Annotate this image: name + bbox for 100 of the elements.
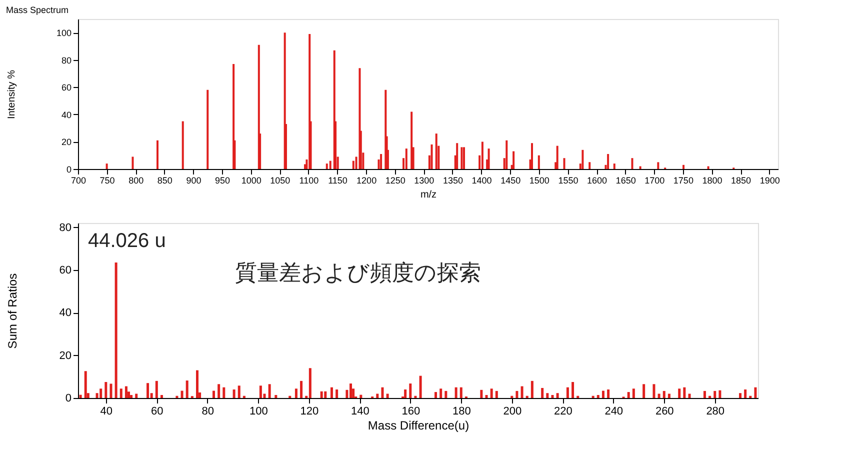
bar [754,387,757,398]
bar [410,112,413,169]
y-tick-label: 80 [61,55,72,66]
x-tick-label: 1200 [356,176,377,186]
x-tick-label: 950 [215,176,230,186]
bar [84,371,87,398]
bar [419,376,422,398]
bar [572,382,574,398]
bar [350,383,352,398]
x-tick-label: 220 [554,406,572,418]
bar [454,387,458,398]
bar [602,390,604,398]
y-tick-label: 0 [65,392,72,404]
bar [588,162,591,169]
bar [320,391,323,398]
x-tick-label: 1700 [644,176,665,186]
x-axis-title: Mass Difference(u) [368,418,470,432]
bar [308,368,312,398]
x-tick-label: 100 [249,406,268,418]
x-tick-label: 1350 [442,176,463,186]
bar [658,394,660,398]
bar [551,395,554,398]
x-tick-label: 1400 [472,176,492,186]
x-tick-label: 1650 [616,176,636,186]
x-tick-label: 1450 [500,176,521,186]
bar [607,154,610,169]
bar [130,395,133,398]
x-tick-label: 800 [128,176,144,186]
bar [358,68,361,169]
bar [652,384,656,398]
bar [714,390,716,398]
bar [541,388,544,398]
bar [404,389,407,398]
bar [206,90,209,169]
bar [232,389,236,398]
x-tick-label: 280 [706,406,725,418]
y-tick-label: 60 [61,82,72,93]
bar [480,390,483,398]
bar [326,164,328,169]
bar [627,392,630,398]
x-tick-label: 900 [186,176,202,186]
x-tick-label: 1250 [385,176,406,186]
y-tick-label: 40 [61,110,72,120]
bar [744,389,747,398]
bar [460,147,463,169]
bar [463,147,466,169]
bar [435,134,438,169]
bar [360,394,362,398]
bar [607,389,610,398]
x-tick-label: 750 [100,176,115,186]
x-axis-title: m/z [420,190,437,200]
bar [642,384,646,398]
bar [460,387,462,398]
bar [384,90,387,169]
bar [212,390,215,398]
bar [268,384,271,398]
y-axis-title: Sum of Ratios [5,273,20,349]
x-tick-label: 200 [503,406,522,418]
bar [222,387,226,398]
x-tick-label: 180 [452,406,471,418]
bar [294,388,298,398]
y-tick-label: 20 [61,137,72,148]
x-tick-label: 1300 [414,176,434,186]
y-tick-label: 100 [56,28,72,38]
x-tick-label: 240 [604,406,624,418]
bar [444,390,448,398]
bar [566,387,569,398]
bar [186,380,188,398]
bar [329,160,332,169]
y-tick-label: 40 [59,307,72,320]
annotation: 質量差および頻度の探索 [235,260,481,285]
bar [520,386,524,398]
x-tick-label: 1050 [270,176,290,186]
bar [308,34,311,169]
bar [146,383,150,398]
bar [613,164,616,169]
bar [707,166,710,169]
x-tick-label: 1800 [702,176,722,186]
bar [639,166,642,169]
bar [352,160,354,169]
bar [688,394,691,398]
x-tick-label: 140 [350,406,370,418]
x-tick-label: 1850 [731,176,752,186]
bar [380,154,382,169]
y-tick-label: 0 [66,164,72,174]
bar [512,151,515,169]
bar [300,380,303,398]
bar [120,388,122,398]
bar [530,380,534,398]
bar [668,394,670,398]
x-tick-label: 40 [100,406,113,418]
x-tick-label: 700 [70,176,86,186]
bar [596,395,600,398]
x-tick-label: 160 [402,406,420,418]
bar [330,387,333,398]
bar [516,390,518,398]
bar [683,387,686,398]
x-tick-label: 80 [202,406,214,418]
bar [538,155,540,169]
bar [430,144,433,169]
